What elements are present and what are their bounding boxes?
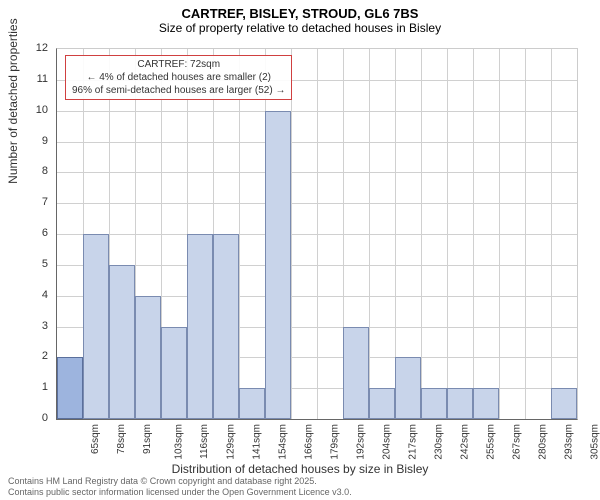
y-tick-label: 11 — [0, 73, 48, 85]
histogram-bar — [473, 388, 499, 419]
y-tick-label: 2 — [0, 350, 48, 362]
x-tick-label: 230sqm — [434, 424, 445, 460]
chart-container: CARTREF, BISLEY, STROUD, GL6 7BS Size of… — [0, 0, 600, 500]
gridline-v — [473, 49, 474, 419]
plot-area: CARTREF: 72sqm ← 4% of detached houses a… — [56, 48, 578, 420]
x-tick-label: 78sqm — [116, 424, 127, 454]
chart-title-sub: Size of property relative to detached ho… — [0, 21, 600, 39]
x-tick-label: 217sqm — [408, 424, 419, 460]
x-axis-label: Distribution of detached houses by size … — [0, 462, 600, 476]
histogram-bar — [109, 265, 135, 419]
y-tick-label: 3 — [0, 320, 48, 332]
gridline-v — [525, 49, 526, 419]
histogram-bar — [239, 388, 265, 419]
x-tick-label: 192sqm — [356, 424, 367, 460]
x-tick-label: 166sqm — [304, 424, 315, 460]
x-tick-label: 267sqm — [512, 424, 523, 460]
gridline-v — [421, 49, 422, 419]
x-tick-label: 305sqm — [590, 424, 600, 460]
footer-line2: Contains public sector information licen… — [8, 487, 352, 498]
histogram-bar — [395, 357, 421, 419]
histogram-bar — [57, 357, 83, 419]
y-tick-label: 12 — [0, 42, 48, 54]
x-tick-label: 129sqm — [226, 424, 237, 460]
histogram-bar — [213, 234, 239, 419]
histogram-bar — [135, 296, 161, 419]
chart-title-main: CARTREF, BISLEY, STROUD, GL6 7BS — [0, 0, 600, 21]
x-tick-label: 116sqm — [199, 424, 210, 459]
gridline-v — [551, 49, 552, 419]
gridline-v — [291, 49, 292, 419]
annotation-line1: CARTREF: 72sqm — [72, 58, 285, 71]
x-tick-label: 91sqm — [142, 424, 153, 454]
x-tick-label: 280sqm — [538, 424, 549, 460]
histogram-bar — [369, 388, 395, 419]
gridline-v — [369, 49, 370, 419]
x-tick-label: 179sqm — [330, 424, 341, 460]
x-tick-label: 242sqm — [460, 424, 471, 460]
x-tick-label: 255sqm — [486, 424, 497, 460]
histogram-bar — [161, 327, 187, 420]
histogram-bar — [343, 327, 369, 420]
gridline-v — [239, 49, 240, 419]
histogram-bar — [421, 388, 447, 419]
annotation-line2: ← 4% of detached houses are smaller (2) — [72, 71, 285, 84]
y-tick-label: 8 — [0, 165, 48, 177]
x-tick-label: 103sqm — [174, 424, 185, 460]
x-tick-label: 65sqm — [90, 424, 101, 454]
annotation-box: CARTREF: 72sqm ← 4% of detached houses a… — [65, 55, 292, 100]
histogram-bar — [265, 111, 291, 419]
y-tick-label: 0 — [0, 412, 48, 424]
y-tick-label: 7 — [0, 196, 48, 208]
footer-attribution: Contains HM Land Registry data © Crown c… — [8, 476, 352, 498]
gridline-v — [317, 49, 318, 419]
y-tick-label: 9 — [0, 135, 48, 147]
y-tick-label: 5 — [0, 258, 48, 270]
x-tick-label: 141sqm — [252, 424, 263, 460]
y-tick-label: 10 — [0, 104, 48, 116]
y-tick-label: 1 — [0, 381, 48, 393]
histogram-bar — [447, 388, 473, 419]
y-tick-label: 6 — [0, 227, 48, 239]
histogram-bar — [83, 234, 109, 419]
x-tick-label: 204sqm — [382, 424, 393, 460]
gridline-v — [499, 49, 500, 419]
footer-line1: Contains HM Land Registry data © Crown c… — [8, 476, 352, 487]
y-tick-label: 4 — [0, 289, 48, 301]
histogram-bar — [551, 388, 577, 419]
histogram-bar — [187, 234, 213, 419]
annotation-line3: 96% of semi-detached houses are larger (… — [72, 84, 285, 97]
gridline-v — [447, 49, 448, 419]
x-tick-label: 293sqm — [564, 424, 575, 460]
x-tick-label: 154sqm — [278, 424, 289, 460]
